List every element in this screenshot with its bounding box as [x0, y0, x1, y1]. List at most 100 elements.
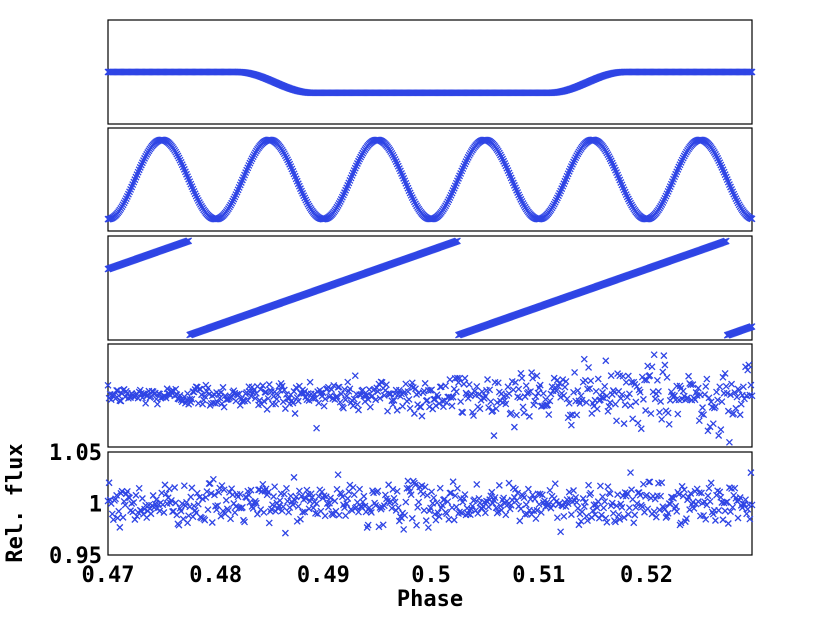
data-point — [634, 419, 642, 427]
data-point — [355, 406, 362, 414]
data-point — [593, 405, 601, 413]
data-point — [335, 511, 343, 519]
data-point — [341, 504, 348, 512]
data-point — [651, 395, 659, 403]
data-point — [676, 521, 684, 529]
data-point — [458, 509, 466, 517]
data-point — [344, 378, 352, 386]
data-point — [513, 411, 521, 419]
data-point — [566, 411, 574, 419]
data-point — [202, 493, 210, 501]
data-point — [611, 518, 619, 526]
data-point — [524, 388, 532, 396]
data-point — [298, 492, 305, 500]
data-point — [313, 500, 321, 508]
data-point — [728, 380, 736, 388]
data-point — [105, 479, 113, 487]
data-point — [334, 471, 342, 479]
data-point — [253, 510, 261, 518]
data-point — [527, 388, 534, 396]
data-point — [348, 506, 356, 514]
data-point — [360, 492, 368, 500]
data-point — [131, 516, 139, 523]
data-point — [598, 511, 605, 519]
data-point — [646, 478, 654, 486]
data-point — [343, 392, 351, 400]
data-point — [380, 502, 388, 510]
data-point — [292, 493, 300, 501]
data-point — [646, 371, 654, 379]
data-point — [279, 503, 287, 511]
data-point — [251, 394, 259, 402]
data-point — [328, 386, 336, 394]
data-point — [447, 393, 455, 401]
data-point — [289, 399, 297, 407]
data-point — [193, 489, 201, 497]
y-tick-label: 1.05 — [49, 441, 102, 466]
data-point — [682, 515, 690, 523]
data-point — [618, 503, 626, 511]
data-point — [171, 484, 179, 491]
data-point — [444, 498, 452, 506]
data-point — [698, 410, 705, 418]
data-point — [302, 494, 310, 502]
data-point — [321, 395, 329, 403]
data-point — [552, 387, 560, 395]
data-point — [372, 396, 380, 404]
panel-frame — [107, 451, 753, 556]
data-point — [711, 517, 719, 524]
data-point — [585, 481, 593, 489]
data-point — [504, 383, 512, 391]
data-point — [293, 517, 301, 525]
data-point — [531, 495, 539, 503]
data-point — [732, 404, 740, 412]
data-point — [452, 388, 460, 396]
data-point — [203, 488, 211, 496]
data-point — [227, 515, 235, 523]
data-point — [715, 506, 723, 514]
data-point — [524, 485, 532, 493]
data-point — [163, 385, 171, 393]
data-point — [627, 469, 634, 476]
data-point — [694, 384, 702, 392]
data-point — [745, 361, 753, 369]
data-point — [424, 524, 432, 532]
data-point — [721, 369, 729, 377]
x-tick-label: 0.47 — [82, 563, 135, 588]
data-point — [747, 381, 755, 389]
data-point — [731, 484, 739, 492]
data-point — [218, 482, 226, 490]
data-point — [167, 497, 175, 504]
data-point — [679, 387, 687, 395]
data-point — [577, 517, 585, 525]
data-point — [571, 368, 579, 376]
data-point — [657, 398, 665, 405]
data-point — [656, 408, 663, 416]
data-point — [573, 411, 581, 419]
data-point — [326, 499, 333, 507]
data-point — [466, 511, 474, 519]
data-point — [177, 507, 185, 515]
data-point — [407, 491, 415, 499]
data-point — [450, 516, 458, 524]
data-point — [496, 151, 504, 159]
data-point — [259, 382, 267, 390]
x-tick-labels: 0.47 0.48 0.49 0.5 0.51 0.52 — [82, 563, 673, 588]
data-point — [664, 409, 672, 417]
data-point — [734, 514, 742, 522]
data-point — [301, 508, 309, 516]
data-point — [517, 505, 525, 513]
data-point — [561, 383, 569, 391]
data-point — [123, 487, 131, 495]
data-point — [601, 498, 609, 506]
data-point — [183, 498, 190, 506]
data-point — [428, 386, 436, 394]
data-point — [593, 504, 601, 512]
data-point — [611, 400, 619, 408]
data-point — [162, 490, 170, 498]
data-point — [315, 399, 323, 407]
data-point — [172, 499, 180, 507]
data-point — [412, 385, 419, 393]
data-point — [714, 396, 722, 404]
data-point — [687, 381, 695, 389]
